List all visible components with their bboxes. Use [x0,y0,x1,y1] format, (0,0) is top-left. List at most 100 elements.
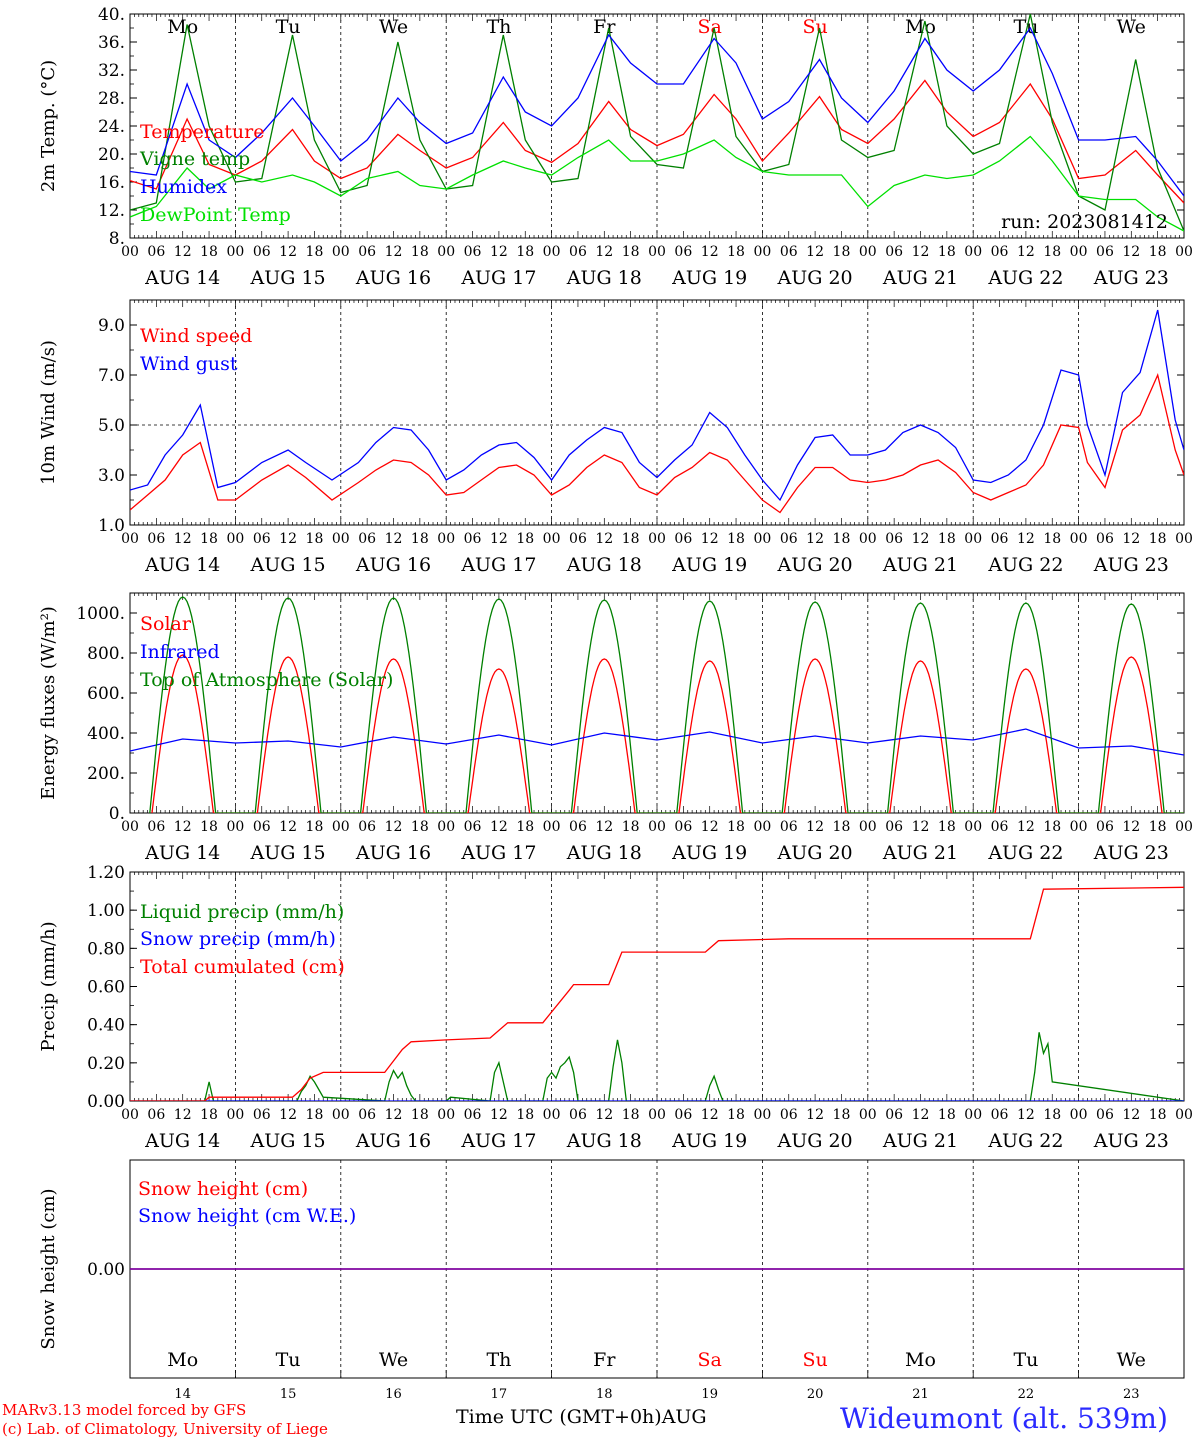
hour-label: 18 [938,1107,956,1123]
hour-label: 06 [253,531,271,547]
hour-label: 00 [437,819,455,835]
legend-top-of-atmosphere-solar: Top of Atmosphere (Solar) [140,669,393,691]
hour-label: 00 [648,531,666,547]
hour-label: 12 [806,244,824,260]
weekday-label: Mo [905,16,936,38]
hour-label: 06 [569,531,587,547]
ytick-label: 0.60 [87,978,125,998]
hour-label: 06 [147,244,165,260]
ytick-label: 0.00 [87,1260,125,1280]
hour-label: 18 [938,531,956,547]
wind-gust-line [130,309,1184,502]
date-label: AUG 14 [144,1130,220,1152]
hour-label: 00 [226,819,244,835]
date-label: AUG 19 [671,554,747,576]
hour-label: 06 [1096,244,1114,260]
time-axis-label: Time UTC (GMT+0h)AUG [456,1406,707,1428]
hour-label: 18 [727,244,745,260]
y-axis-label: Snow height (cm) [38,1188,59,1349]
hour-label: 18 [1043,819,1061,835]
weekday-label: Tu [1013,1349,1038,1371]
hour-label: 12 [490,244,508,260]
hour-label: 06 [253,244,271,260]
hour-label: 00 [1070,244,1088,260]
hour-label: 12 [1017,819,1035,835]
solar-line [151,654,1184,813]
date-label: AUG 23 [1093,842,1169,864]
legend-total-cumulated-cm: Total cumulated (cm) [140,956,345,978]
hour-label: 06 [253,819,271,835]
hour-label: 18 [1043,244,1061,260]
hour-label: 06 [674,1107,692,1123]
hour-label: 18 [1043,531,1061,547]
ytick-label: 5.0 [98,416,125,436]
day-number: 23 [1123,1387,1140,1402]
legend-wind-speed: Wind speed [140,325,252,347]
hour-label: 12 [279,244,297,260]
date-label: AUG 15 [250,842,326,864]
date-label: AUG 21 [882,1130,958,1152]
hour-label: 00 [1175,819,1193,835]
hour-label: 00 [859,1107,877,1123]
hour-label: 12 [595,244,613,260]
hour-label: 00 [859,819,877,835]
hour-label: 06 [147,1107,165,1123]
hour-label: 00 [964,244,982,260]
hour-label: 00 [1070,1107,1088,1123]
date-label: AUG 22 [987,842,1063,864]
hour-label: 00 [226,244,244,260]
legend-temperature: Temperature [140,121,264,143]
hour-label: 18 [516,244,534,260]
ytick-label: 1000. [76,604,125,624]
ytick-label: 0. [109,804,125,824]
hour-label: 12 [385,244,403,260]
date-label: AUG 18 [566,554,642,576]
hour-label: 06 [464,1107,482,1123]
hour-label: 18 [1149,244,1167,260]
day-number: 16 [385,1387,402,1402]
hour-label: 18 [200,531,218,547]
hour-label: 18 [622,819,640,835]
hour-label: 06 [358,531,376,547]
y-axis-label: 2m Temp. (°C) [38,60,59,192]
day-number: 15 [280,1387,297,1402]
day-number: 17 [491,1387,508,1402]
ytick-label: 400. [87,724,125,744]
panel-temperature: 8. 12. 16. 20. 24. 28. 32. 36. 40. 2m Temp. (°C) 0… [38,5,1193,289]
hour-label: 12 [806,531,824,547]
hour-label: 06 [464,531,482,547]
hour-label: 06 [674,819,692,835]
hour-label: 12 [1122,1107,1140,1123]
infrared-line [130,728,1184,756]
hour-label: 00 [121,1107,139,1123]
hour-label: 18 [727,819,745,835]
hour-label: 00 [648,819,666,835]
hour-label: 00 [332,244,350,260]
date-label: AUG 21 [882,267,958,289]
hour-label: 06 [569,244,587,260]
legend-liquid-precip-mm-h: Liquid precip (mm/h) [140,901,344,923]
hour-label: 12 [912,1107,930,1123]
weekday-label: We [379,16,408,38]
hour-label: 00 [121,244,139,260]
hour-label: 00 [543,1107,561,1123]
weekday-label: Su [802,16,827,38]
total-cumulated-cm-line [130,886,1184,1101]
hour-label: 06 [674,244,692,260]
legend-snow-height-cm: Snow height (cm) [138,1178,308,1200]
panel-energy: 0. 200. 400. 600. 800. 1000. Energy fluxes (W/… [38,592,1193,864]
day-number: 20 [807,1387,824,1402]
date-label: AUG 17 [460,554,536,576]
hour-label: 00 [226,1107,244,1123]
date-label: AUG 16 [355,554,431,576]
legend-solar: Solar [140,613,192,635]
hour-label: 12 [806,819,824,835]
hour-label: 18 [411,819,429,835]
weekday-label: Sa [698,1349,722,1371]
date-label: AUG 23 [1093,1130,1169,1152]
hour-label: 12 [701,819,719,835]
hour-label: 00 [543,531,561,547]
run-label: run: 2023081412 [1001,211,1168,233]
hour-label: 06 [991,819,1009,835]
